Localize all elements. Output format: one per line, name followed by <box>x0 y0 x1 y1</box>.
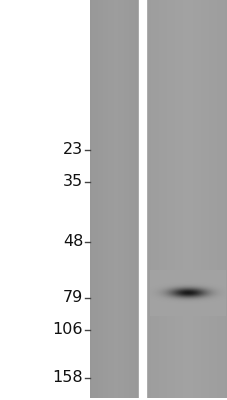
Text: 48: 48 <box>63 234 83 250</box>
Text: 35: 35 <box>63 174 83 190</box>
Text: 158: 158 <box>52 370 83 386</box>
Text: 106: 106 <box>52 322 83 338</box>
Text: 23: 23 <box>63 142 83 158</box>
Text: 79: 79 <box>63 290 83 306</box>
